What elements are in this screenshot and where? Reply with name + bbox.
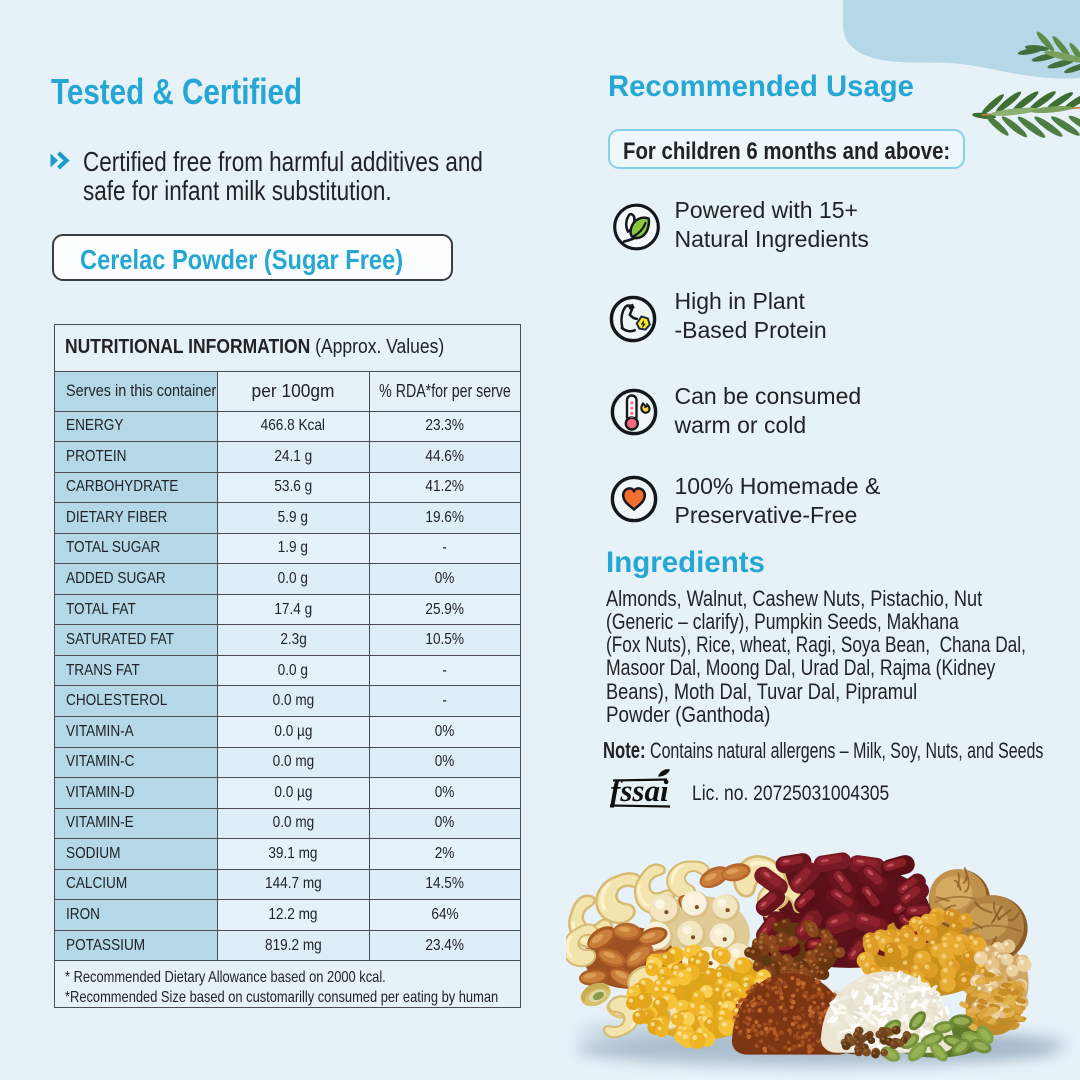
svg-text:fssai: fssai	[610, 773, 669, 808]
